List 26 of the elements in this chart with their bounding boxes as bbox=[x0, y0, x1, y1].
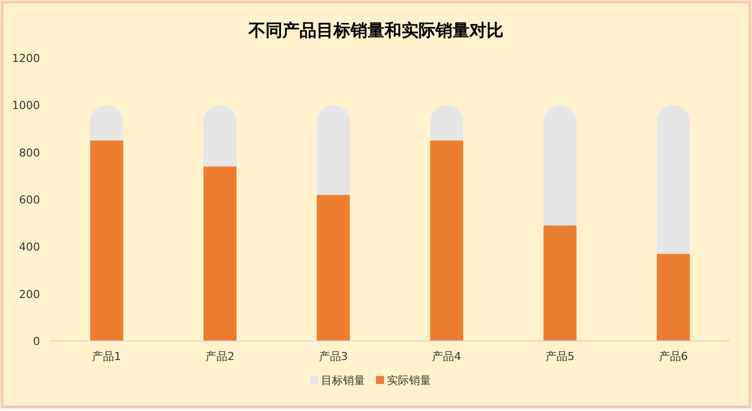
bar bbox=[90, 140, 124, 341]
y-tick-label: 1000 bbox=[12, 99, 40, 112]
bar bbox=[430, 140, 464, 341]
y-tick-label: 0 bbox=[33, 335, 40, 348]
bar bbox=[656, 254, 690, 341]
bar bbox=[544, 105, 576, 226]
y-tick-label: 200 bbox=[19, 288, 40, 301]
y-tick-label: 400 bbox=[19, 240, 40, 254]
y-tick-label: 800 bbox=[19, 146, 40, 160]
bar bbox=[656, 105, 690, 254]
legend-label: 实际销量 bbox=[387, 374, 431, 387]
bar bbox=[316, 105, 350, 195]
x-tick-label: 产品1 bbox=[92, 350, 122, 363]
bar bbox=[204, 105, 236, 166]
y-tick-label: 1200 bbox=[12, 52, 40, 65]
bar bbox=[204, 166, 236, 341]
x-tick-label: 产品4 bbox=[432, 350, 462, 363]
x-tick-label: 产品2 bbox=[206, 350, 234, 363]
x-tick-label: 产品6 bbox=[658, 350, 688, 363]
legend-label: 目标销量 bbox=[321, 374, 365, 387]
bar bbox=[544, 225, 576, 341]
x-tick-label: 产品5 bbox=[546, 350, 574, 363]
x-tick-label: 产品3 bbox=[318, 350, 348, 363]
bar bbox=[316, 194, 350, 341]
y-tick-label: 600 bbox=[19, 194, 40, 206]
title: 不同产品目标销量和实际销量对比 bbox=[248, 21, 504, 41]
